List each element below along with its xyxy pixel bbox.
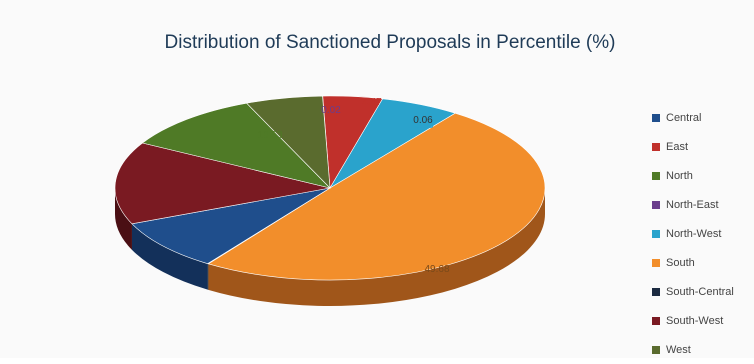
pie-side-south <box>208 188 545 307</box>
legend-item-south: South <box>652 248 734 277</box>
legend-item-south-central: South-Central <box>652 277 734 306</box>
legend-item-north-east: North-East <box>652 190 734 219</box>
legend-label: North-East <box>666 198 719 211</box>
chart-title: Distribution of Sanctioned Proposals in … <box>164 32 616 53</box>
legend-label: South-West <box>666 314 724 327</box>
legend-swatch <box>652 200 660 209</box>
data-label-south: 49.68 <box>424 264 449 275</box>
legend-swatch <box>652 142 660 151</box>
chart-legend: Central East North North-East North-West Sout… <box>652 103 734 364</box>
pie-side-central <box>131 223 208 290</box>
legend-swatch <box>652 171 660 180</box>
pie-side-south-central <box>207 263 209 290</box>
legend-label: South-Central <box>666 285 734 298</box>
legend-swatch <box>652 287 660 296</box>
data-label-east: 4.47 <box>362 97 382 108</box>
pie-slice-south[interactable] <box>207 112 546 281</box>
legend-item-east: East <box>652 132 734 161</box>
pie-slice-central[interactable] <box>131 187 331 264</box>
legend-label: Central <box>666 111 702 124</box>
pie-slice-north[interactable] <box>141 102 331 189</box>
legend-swatch <box>652 345 660 354</box>
pie-side-south-west <box>115 188 132 250</box>
pie-slice-west[interactable] <box>246 95 331 189</box>
legend-label: South <box>666 256 695 269</box>
pie-slice-south-west[interactable] <box>114 142 331 225</box>
legend-item-central: Central <box>652 103 734 132</box>
legend-swatch <box>652 113 660 122</box>
legend-label: East <box>666 140 689 153</box>
legend-item-north: North <box>652 161 734 190</box>
legend-item-south-west: South-West <box>652 306 734 335</box>
legend-swatch <box>652 229 660 238</box>
legend-swatch <box>652 258 660 267</box>
data-label-north: 10.53 <box>257 130 282 141</box>
legend-item-west: West <box>652 335 734 364</box>
legend-label: North-West <box>666 227 722 240</box>
legend-label: North <box>666 169 693 182</box>
legend-swatch <box>652 316 660 325</box>
legend-label: West <box>666 343 691 356</box>
data-label-south-central: 0.06 <box>413 115 433 126</box>
legend-item-north-west: North-West <box>652 219 734 248</box>
data-label-north-east: 0.02 <box>321 105 341 116</box>
data-label-north-west: 5.96 <box>414 120 434 131</box>
